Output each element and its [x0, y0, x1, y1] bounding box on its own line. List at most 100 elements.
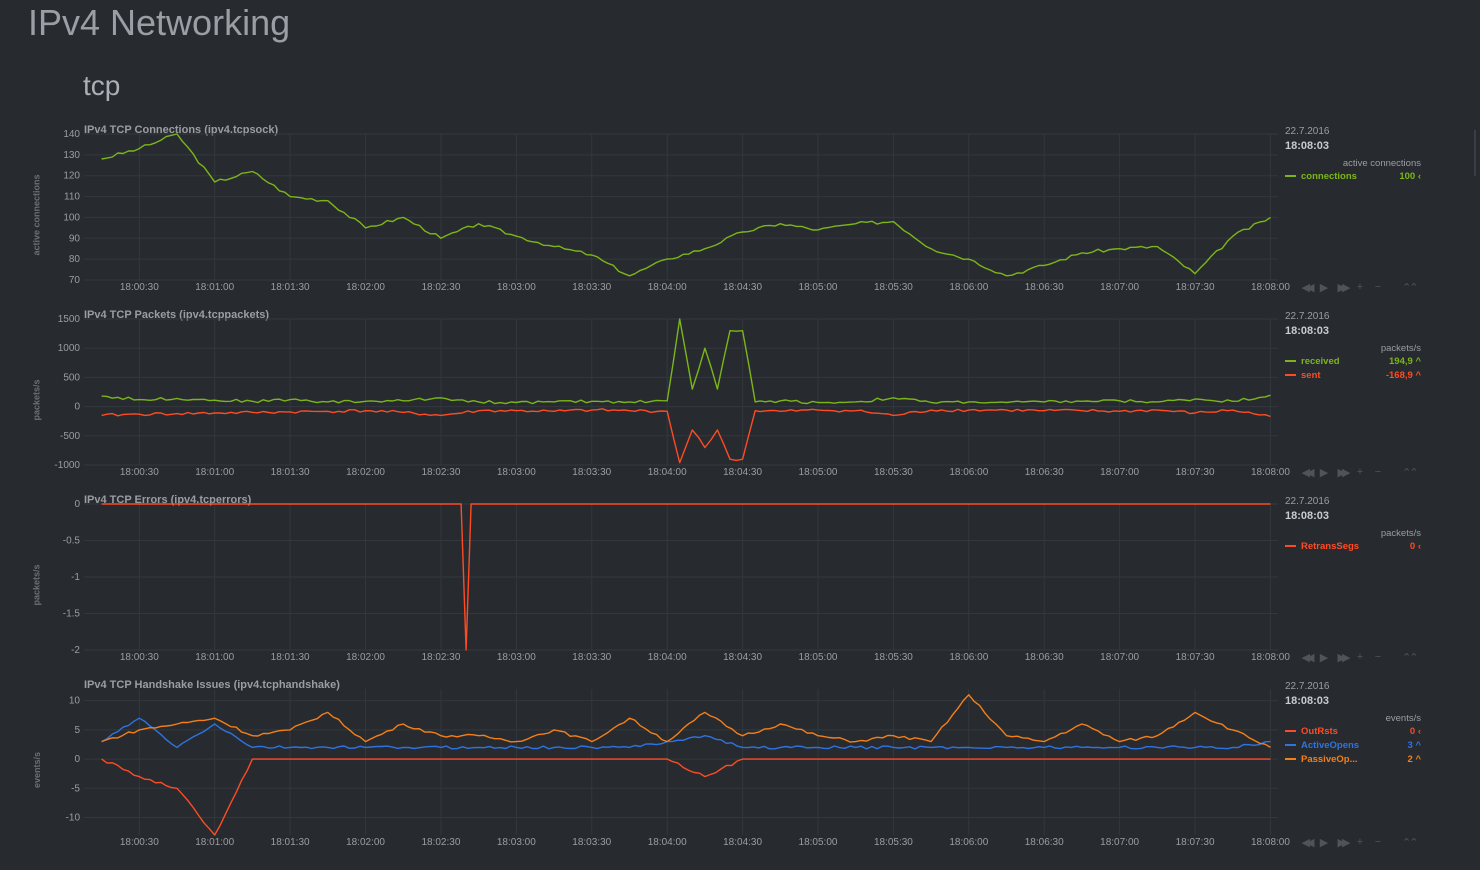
y-tick-label: 70	[69, 275, 81, 286]
zoom-out-icon[interactable]: −	[1374, 281, 1382, 293]
x-tick-label: 18:02:00	[346, 837, 385, 848]
page-scrollbar[interactable]	[1474, 130, 1476, 176]
zoom-in-icon[interactable]: +	[1356, 281, 1364, 293]
x-tick-label: 18:04:30	[723, 652, 762, 663]
y-tick-label: 1000	[58, 343, 81, 354]
x-tick-label: 18:01:00	[195, 652, 234, 663]
fast-forward-icon[interactable]: ▶▶	[1337, 652, 1351, 664]
y-tick-label: -1.5	[63, 609, 81, 620]
y-tick-label: -500	[60, 431, 80, 442]
y-tick-label: 130	[63, 150, 80, 161]
legend-item[interactable]: sent -168,9 ^	[1285, 368, 1421, 382]
x-tick-label: 18:02:00	[346, 282, 385, 293]
series-line-outrsts	[101, 758, 1271, 836]
zoom-out-icon[interactable]: −	[1374, 466, 1382, 478]
chart-title: IPv4 TCP Errors (ipv4.tcperrors)	[84, 494, 252, 506]
chart-plot-area[interactable]: 10 5 0 -5 -10 18:00:30 18:01:00 18:01:30 18:02:0…	[0, 685, 1290, 870]
x-tick-label: 18:07:30	[1176, 282, 1215, 293]
x-tick-label: 18:08:00	[1251, 467, 1290, 478]
play-icon[interactable]: ▶	[1319, 282, 1329, 294]
series-line-activeopens	[101, 717, 1271, 750]
legend-date: 22.7.2016	[1285, 496, 1330, 507]
series-line-connections	[101, 133, 1271, 277]
rewind-icon[interactable]: ◀◀	[1301, 837, 1315, 849]
chart-plot-area[interactable]: 0 -0.5 -1 -1.5 -2 18:00:30 18:01:00 18:01:30 18:…	[0, 499, 1291, 685]
x-tick-label: 18:04:30	[723, 282, 762, 293]
x-tick-label: 18:03:00	[497, 282, 536, 293]
legend-value: 0 ‹	[1409, 540, 1421, 552]
chart-plot-area[interactable]: 140 130 120 110 100 90 80 70 18:00:30 18:01:00 18:…	[0, 129, 1290, 315]
x-tick-label: 18:05:00	[799, 467, 838, 478]
resize-icon[interactable]: ⌃⌃	[1402, 837, 1418, 849]
zoom-in-icon[interactable]: +	[1356, 836, 1364, 848]
legend-arrow-icon: ^	[1415, 753, 1421, 765]
zoom-in-icon[interactable]: +	[1356, 651, 1364, 663]
chart-toolbar: ◀◀ ▶ ▶▶ + − ⌃⌃	[1300, 281, 1419, 294]
legend-item[interactable]: PassiveOp... 2 ^	[1285, 752, 1421, 766]
y-tick-label: 110	[64, 192, 80, 203]
chart-4[interactable]: IPv4 TCP Handshake Issues (ipv4.tcphands…	[0, 679, 1480, 870]
resize-icon[interactable]: ⌃⌃	[1402, 282, 1418, 294]
legend-units: active connections	[1342, 158, 1421, 169]
y-tick-label: -10	[66, 812, 81, 823]
legend-item[interactable]: OutRsts 0 ‹	[1285, 724, 1421, 738]
x-tick-label: 18:04:00	[648, 652, 687, 663]
x-tick-label: 18:06:30	[1025, 282, 1064, 293]
legend-time: 18:08:03	[1285, 695, 1330, 707]
legend-swatch	[1285, 360, 1296, 362]
resize-icon[interactable]: ⌃⌃	[1402, 467, 1418, 479]
legend-arrow-icon: ^	[1415, 369, 1421, 381]
legend-item[interactable]: ActiveOpens 3 ^	[1285, 738, 1421, 752]
x-tick-label: 18:03:00	[497, 467, 536, 478]
chart-title: IPv4 TCP Handshake Issues (ipv4.tcphands…	[84, 679, 340, 691]
x-tick-label: 18:07:30	[1176, 467, 1215, 478]
zoom-out-icon[interactable]: −	[1374, 651, 1382, 663]
fast-forward-icon[interactable]: ▶▶	[1337, 837, 1351, 849]
legend-value: 194,9 ^	[1389, 355, 1421, 367]
zoom-out-icon[interactable]: −	[1374, 836, 1382, 848]
fast-forward-icon[interactable]: ▶▶	[1337, 282, 1351, 294]
y-tick-label: 5	[74, 725, 80, 736]
chart-3[interactable]: IPv4 TCP Errors (ipv4.tcperrors) packets/…	[0, 494, 1480, 685]
x-tick-label: 18:00:30	[120, 467, 159, 478]
y-tick-label: -2	[71, 645, 80, 656]
x-tick-label: 18:03:00	[497, 837, 536, 848]
x-tick-label: 18:03:30	[572, 652, 611, 663]
section-title: tcp	[83, 70, 121, 101]
play-icon[interactable]: ▶	[1319, 652, 1329, 664]
legend-item[interactable]: connections 100 ‹	[1285, 169, 1421, 183]
legend-arrow-icon: ‹	[1417, 540, 1421, 552]
legend-item[interactable]: received 194,9 ^	[1285, 354, 1421, 368]
chart-title: IPv4 TCP Connections (ipv4.tcpsock)	[84, 124, 279, 136]
x-tick-label: 18:05:30	[874, 837, 913, 848]
legend-units: packets/s	[1380, 343, 1421, 354]
zoom-in-icon[interactable]: +	[1356, 466, 1364, 478]
chart-plot-area[interactable]: 1500 1000 500 0 -500 -1000 18:00:30 18:01:00 18:…	[0, 314, 1290, 500]
play-icon[interactable]: ▶	[1319, 467, 1329, 479]
x-tick-label: 18:02:00	[346, 467, 385, 478]
x-tick-label: 18:06:00	[949, 282, 988, 293]
chart-1[interactable]: IPv4 TCP Connections (ipv4.tcpsock) activ…	[0, 124, 1480, 315]
y-tick-label: 140	[63, 129, 80, 140]
chart-legend: 22.7.2016 18:08:03 active connections conne…	[1285, 126, 1421, 183]
rewind-icon[interactable]: ◀◀	[1301, 467, 1315, 479]
legend-series-name: connections	[1301, 170, 1357, 182]
x-tick-label: 18:05:30	[874, 282, 913, 293]
chart-2[interactable]: IPv4 TCP Packets (ipv4.tcppackets) packet…	[0, 309, 1480, 500]
series-line-received	[101, 318, 1271, 405]
x-tick-label: 18:02:30	[421, 837, 460, 848]
play-icon[interactable]: ▶	[1319, 837, 1329, 849]
rewind-icon[interactable]: ◀◀	[1301, 282, 1315, 294]
rewind-icon[interactable]: ◀◀	[1301, 652, 1315, 664]
x-tick-label: 18:05:30	[874, 467, 913, 478]
x-tick-label: 18:08:00	[1251, 282, 1290, 293]
x-tick-label: 18:03:30	[572, 467, 611, 478]
fast-forward-icon[interactable]: ▶▶	[1337, 467, 1351, 479]
x-tick-label: 18:07:00	[1100, 467, 1139, 478]
resize-icon[interactable]: ⌃⌃	[1402, 652, 1418, 664]
chart-toolbar: ◀◀ ▶ ▶▶ + − ⌃⌃	[1300, 466, 1419, 479]
y-tick-label: 500	[63, 372, 80, 383]
x-tick-label: 18:05:00	[799, 282, 838, 293]
legend-item[interactable]: RetransSegs 0 ‹	[1285, 539, 1421, 553]
x-tick-label: 18:01:00	[195, 837, 234, 848]
